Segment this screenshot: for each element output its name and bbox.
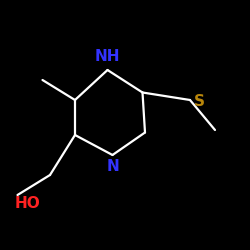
Text: N: N — [106, 159, 119, 174]
Text: HO: HO — [15, 196, 41, 211]
Text: S: S — [194, 94, 205, 109]
Text: NH: NH — [95, 49, 120, 64]
